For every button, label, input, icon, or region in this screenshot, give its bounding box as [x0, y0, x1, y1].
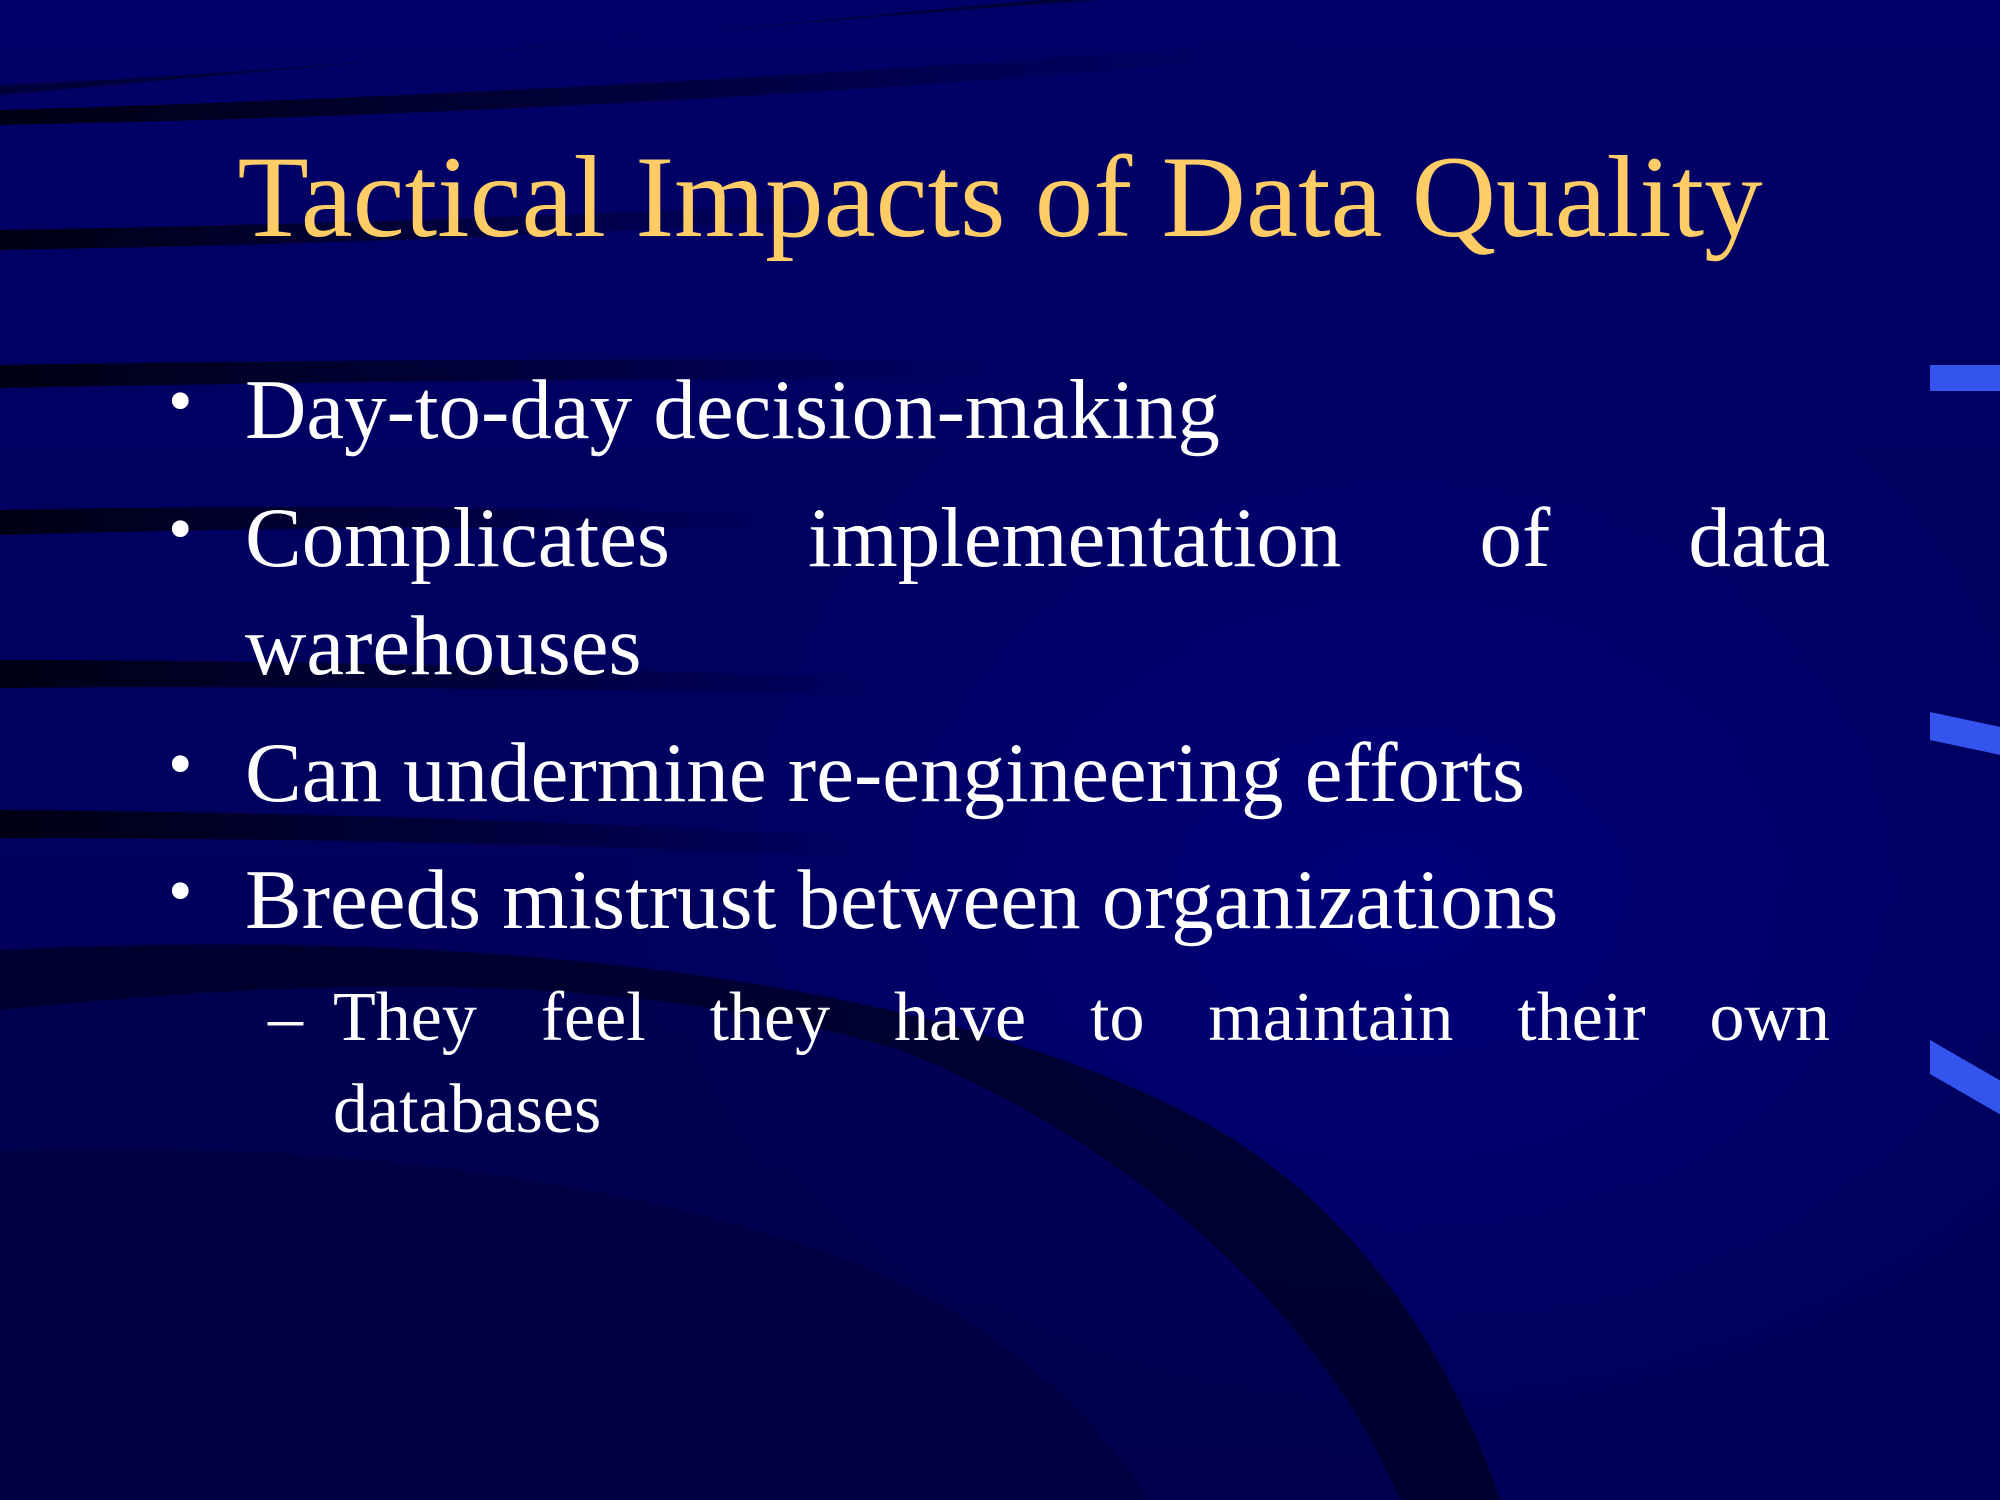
sub-bullet-text-line: They feel they have to maintain their ow… — [333, 979, 1830, 1056]
bullet-text-line: Complicates implementation of data — [245, 491, 1830, 585]
sub-bullet-text: They feel they have to maintain their ow… — [333, 972, 1830, 1156]
bullet-text: Breeds mistrust between organizations — [245, 853, 1559, 947]
edge-accent-mark — [1930, 365, 2000, 391]
bullet-text: Complicates implementation of data wareh… — [245, 484, 1830, 700]
bullet-marker: • — [168, 726, 193, 803]
slide-title: Tactical Impacts of Data Quality — [237, 133, 1763, 262]
sub-bullet-text-line: databases — [333, 1071, 602, 1148]
bullet-marker: • — [168, 491, 193, 568]
bullet-text: Day-to-day decision-making — [245, 363, 1220, 457]
sub-bullet-marker: – — [268, 979, 303, 1056]
bullet-text: Can undermine re-engineering efforts — [245, 726, 1526, 820]
bullet-text-line: warehouses — [245, 599, 642, 693]
bullet-marker: • — [168, 363, 193, 440]
bullet-marker: • — [168, 853, 193, 930]
